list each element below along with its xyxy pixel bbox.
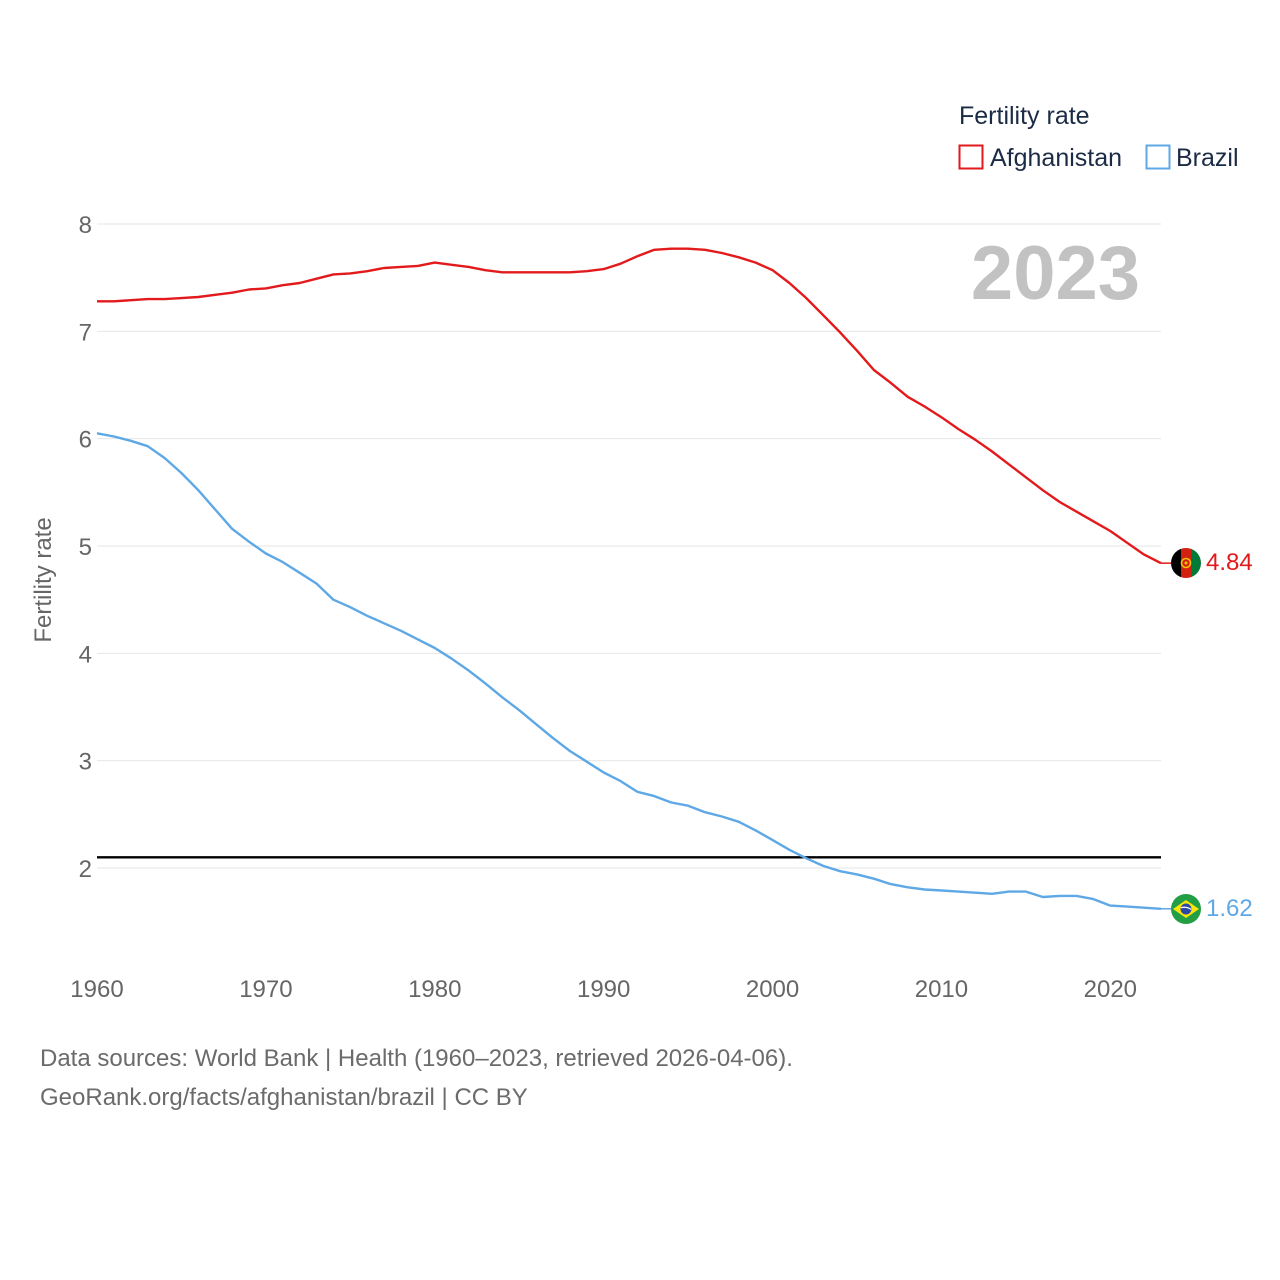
x-tick-label: 2000 [746,976,799,1003]
grid-lines [97,223,1161,869]
data-source-note: Data sources: World Bank | Health (1960–… [40,1045,793,1072]
y-axis-label: Fertility rate [30,517,57,642]
legend: Fertility rate Afghanistan Brazil [958,102,1239,172]
y-tick-label: 5 [79,534,92,561]
brazil-flag-icon [1171,894,1201,924]
year-watermark: 2023 [971,231,1140,316]
series-line-brazil[interactable] [96,432,1162,910]
x-tick-label: 2010 [915,976,968,1003]
x-tick-label: 1970 [239,976,292,1003]
legend-swatch-afghanistan[interactable] [958,144,984,170]
brazil-end-value: 1.62 [1206,895,1253,922]
y-tick-label: 8 [79,212,92,239]
x-tick-label: 1960 [70,976,123,1003]
x-tick-label: 1990 [577,976,630,1003]
axis-tick-labels: 2 3 4 5 6 7 8 1960 1970 1980 1990 2000 2010 2020 [70,212,1137,1003]
y-tick-label: 3 [79,749,92,776]
attribution-link[interactable]: GeoRank.org/facts/afghanistan/brazil | C… [40,1084,528,1111]
x-tick-label: 1980 [408,976,461,1003]
series-lines [96,247,1172,910]
legend-swatch-brazil[interactable] [1145,144,1171,170]
y-tick-label: 2 [79,856,92,883]
afghanistan-end-value: 4.84 [1206,549,1253,576]
legend-label-afghanistan[interactable]: Afghanistan [990,144,1122,172]
x-tick-label: 2020 [1084,976,1137,1003]
y-tick-label: 7 [79,319,92,346]
y-tick-label: 4 [79,641,92,668]
y-tick-label: 6 [79,427,92,454]
legend-label-brazil[interactable]: Brazil [1176,144,1239,172]
legend-title: Fertility rate [959,102,1090,130]
afghanistan-flag-icon [1171,548,1201,578]
series-line-afghanistan[interactable] [97,247,1162,565]
